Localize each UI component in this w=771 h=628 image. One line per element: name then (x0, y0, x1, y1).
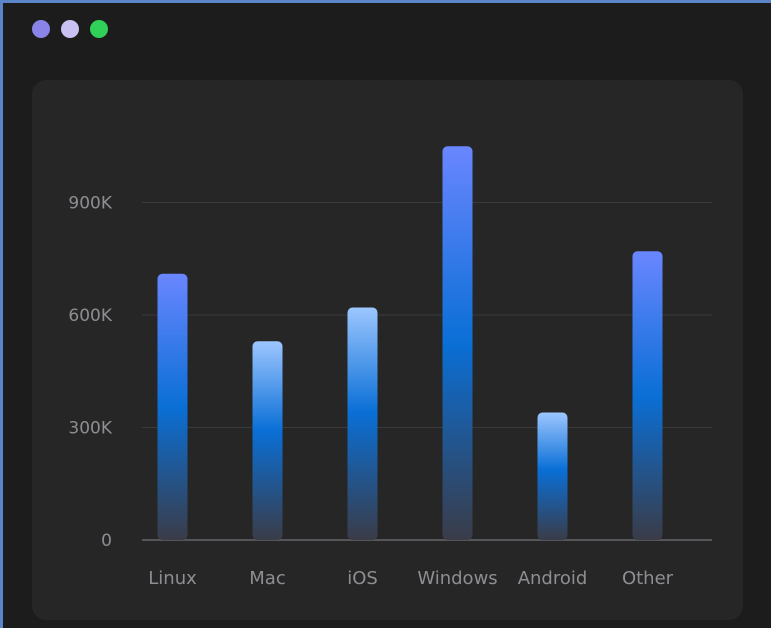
chart-panel: 0 300K 600K 900K Linux Mac iOS Windows Android Ot… (32, 80, 743, 620)
minimize-button[interactable] (61, 20, 79, 38)
close-button[interactable] (32, 20, 50, 38)
y-tick-label: 300K (68, 419, 112, 439)
app-window: 0 300K 600K 900K Linux Mac iOS Windows Android Ot… (3, 3, 771, 628)
window-controls (32, 20, 108, 38)
x-tick-label: Linux (148, 568, 197, 589)
bar-chart: 0 300K 600K 900K Linux Mac iOS Windows Android Ot… (68, 146, 712, 589)
bar-android (537, 412, 568, 540)
y-tick-label: 900K (68, 194, 112, 214)
bar-windows (442, 146, 473, 540)
zoom-button[interactable] (90, 20, 108, 38)
x-tick-label: iOS (347, 568, 378, 589)
x-tick-label: Mac (249, 568, 285, 589)
bar-other (632, 251, 663, 540)
x-tick-label: Android (518, 568, 588, 589)
x-tick-label: Other (622, 568, 674, 589)
bar-ios (347, 307, 378, 540)
y-tick-label: 0 (101, 531, 112, 551)
bar-linux (157, 273, 188, 540)
bar-mac (252, 341, 283, 540)
y-tick-label: 600K (68, 306, 112, 326)
x-tick-label: Windows (417, 568, 497, 589)
